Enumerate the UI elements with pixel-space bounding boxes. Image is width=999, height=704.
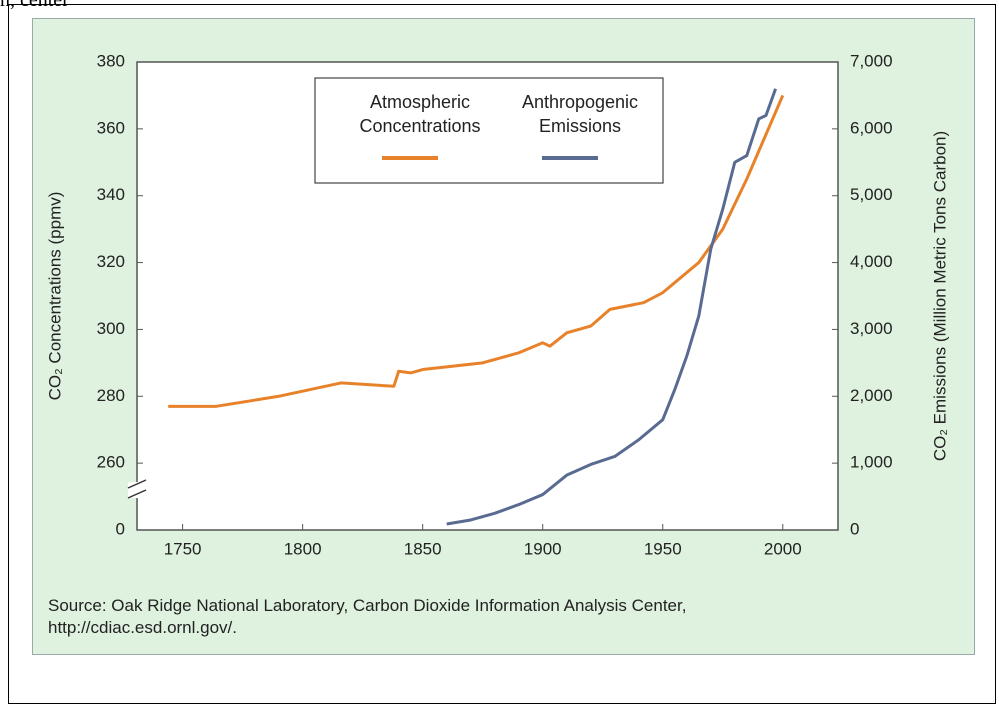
y-tick-label: 340 xyxy=(97,185,125,204)
y2-tick-label: 4,000 xyxy=(850,252,893,271)
source-line: Source: Oak Ridge National Laboratory, C… xyxy=(48,596,687,615)
y2-tick-label: 5,000 xyxy=(850,185,893,204)
x-tick-label: 1800 xyxy=(284,539,322,558)
x-tick-label: 1850 xyxy=(404,539,442,558)
line xyxy=(168,94,785,408)
x-tick-label: 1900 xyxy=(524,539,562,558)
y-tick-label: 260 xyxy=(97,453,125,472)
y-tick-label: 280 xyxy=(97,386,125,405)
legend-box xyxy=(314,77,664,184)
line xyxy=(446,88,777,526)
page-text: n, center xyxy=(0,0,69,11)
y2-tick-label: 2,000 xyxy=(850,386,893,405)
axis-break xyxy=(127,479,147,489)
legend-label: Anthropogenic Emissions xyxy=(521,92,639,136)
y-tick-label: 360 xyxy=(97,118,125,137)
x-tick-label: 1750 xyxy=(164,539,202,558)
x-tick-label: 1950 xyxy=(644,539,682,558)
source-line: http://cdiac.esd.ornl.gov/. xyxy=(48,618,237,637)
y-tick-label: 380 xyxy=(97,51,125,70)
y2-tick-label: 1,000 xyxy=(850,453,893,472)
y2-tick-label: 7,000 xyxy=(850,51,893,70)
y2-axis-label: CO₂ Emissions (Million Metric Tons Carbo… xyxy=(930,131,949,461)
y2-tick-label: 0 xyxy=(850,519,859,538)
y-tick-label: 0 xyxy=(116,519,125,538)
y2-tick-label: 3,000 xyxy=(850,319,893,338)
y-axis-label: CO₂ Concentrations (ppmv) xyxy=(45,192,64,401)
y-tick-label: 320 xyxy=(97,252,125,271)
x-tick-label: 2000 xyxy=(764,539,802,558)
axis-break xyxy=(127,489,147,499)
y-tick-label: 300 xyxy=(97,319,125,338)
legend-label: Atmospheric Concentrations xyxy=(359,92,481,136)
y2-tick-label: 6,000 xyxy=(850,118,893,137)
